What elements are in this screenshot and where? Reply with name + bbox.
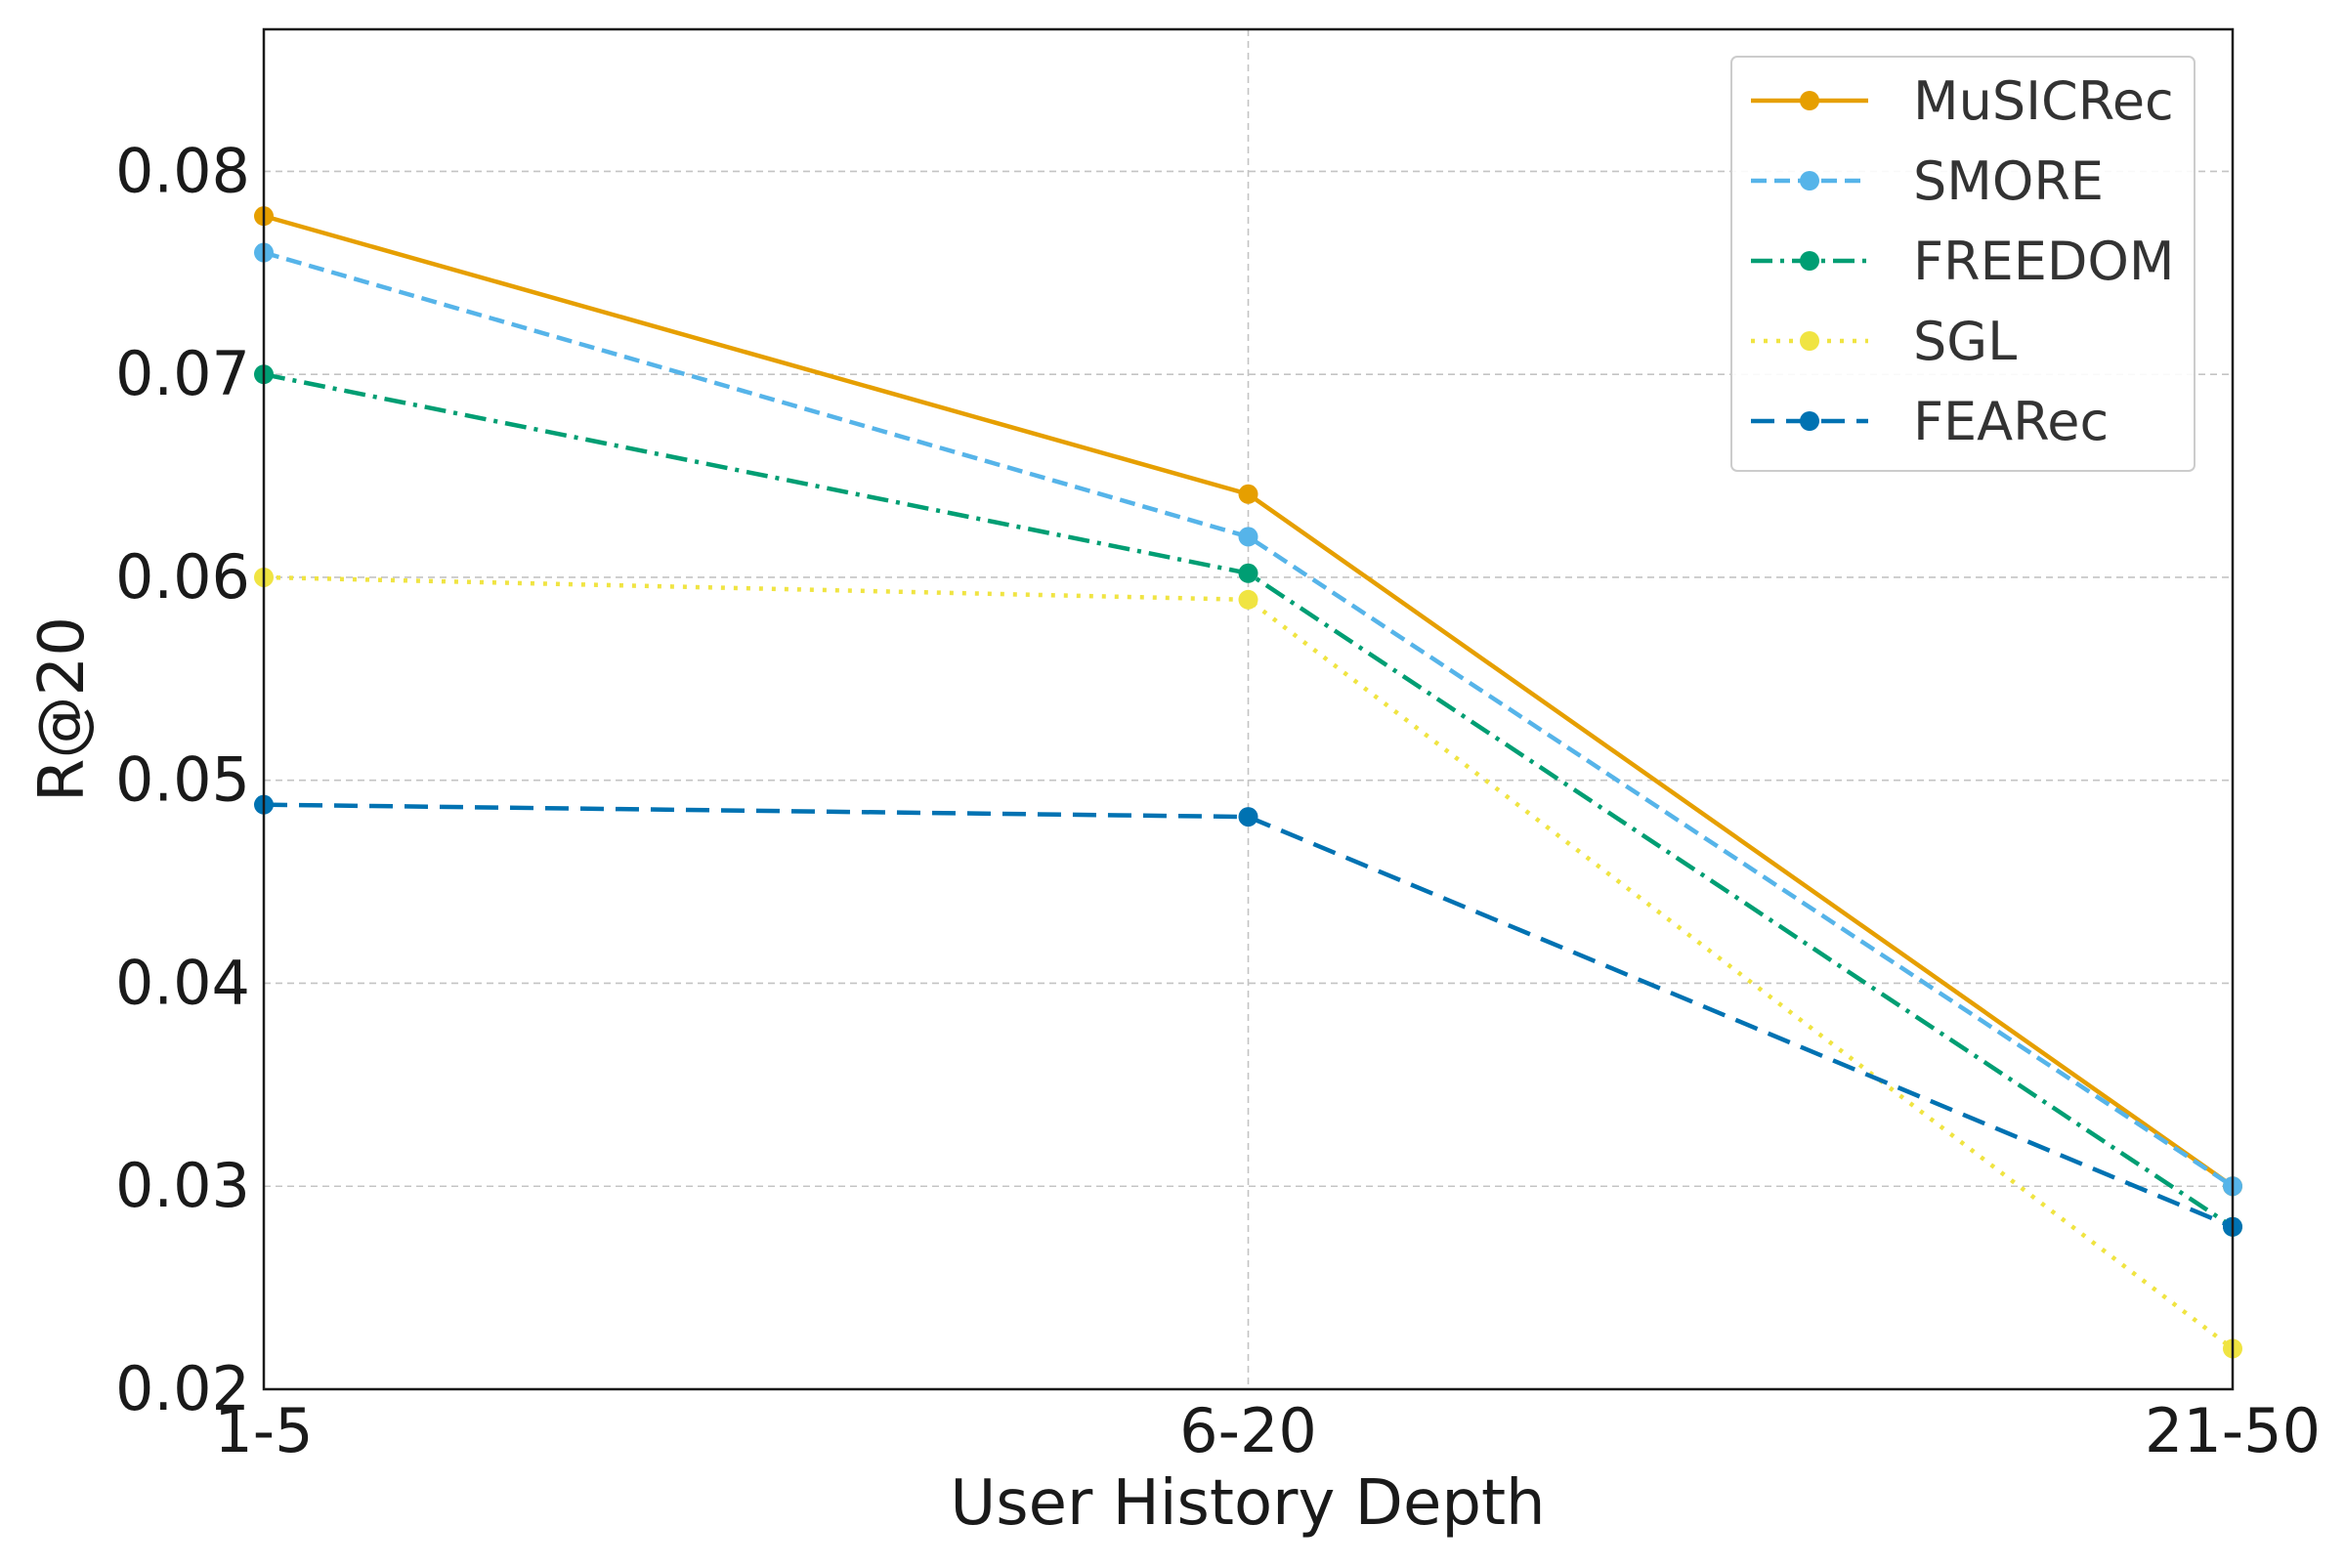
- y-tick-label: 0.06: [115, 541, 250, 613]
- legend-marker: [1800, 411, 1819, 431]
- x-tick-label: 1-5: [214, 1395, 313, 1466]
- legend-marker: [1800, 91, 1819, 110]
- legend-marker: [1800, 251, 1819, 271]
- y-tick-label: 0.03: [115, 1150, 250, 1221]
- data-point: [1238, 527, 1258, 547]
- legend-label: MuSICRec: [1913, 70, 2174, 132]
- legend-label: FREEDOM: [1913, 231, 2175, 292]
- legend-entry: FEARec: [1751, 391, 2109, 452]
- legend-marker: [1800, 171, 1819, 191]
- data-point: [1238, 563, 1258, 583]
- data-point: [1238, 807, 1258, 827]
- legend-entry: MuSICRec: [1751, 70, 2174, 132]
- series-line: [263, 802, 2234, 1229]
- x-tick-label: 6-20: [1179, 1395, 1317, 1466]
- y-tick-label: 0.04: [115, 947, 250, 1018]
- legend-entry: SGL: [1751, 311, 2017, 372]
- legend: MuSICRec SMORE FREEDOM SGL FEARec: [1730, 56, 2196, 472]
- y-tick-label: 0.02: [115, 1353, 250, 1424]
- y-tick-label: 0.05: [115, 744, 250, 816]
- x-axis-title: User History Depth: [950, 1467, 1545, 1540]
- data-point: [1238, 589, 1258, 610]
- series-line: [263, 574, 2235, 1351]
- y-axis-title: R@20: [26, 616, 99, 802]
- data-point: [1238, 484, 1258, 504]
- legend-marker: [1800, 331, 1819, 351]
- plot-frame: [262, 27, 2235, 1391]
- legend-entry: FREEDOM: [1751, 231, 2175, 292]
- axis-ticks: 0.02 0.03 0.04 0.05 0.06 0.07 0.08 1-5 6-20 21-50: [115, 135, 2321, 1466]
- y-tick-label: 0.07: [115, 338, 250, 409]
- series-line: [263, 250, 2235, 1189]
- legend-entry: SMORE: [1751, 150, 2104, 212]
- legend-box: [1730, 56, 2196, 472]
- legend-label: SMORE: [1913, 150, 2104, 212]
- x-tick-label: 21-50: [2145, 1395, 2321, 1466]
- series-smore: [254, 242, 2242, 1197]
- y-tick-label: 0.08: [115, 135, 250, 206]
- legend-label: SGL: [1913, 311, 2017, 372]
- legend-label: FEARec: [1913, 391, 2109, 452]
